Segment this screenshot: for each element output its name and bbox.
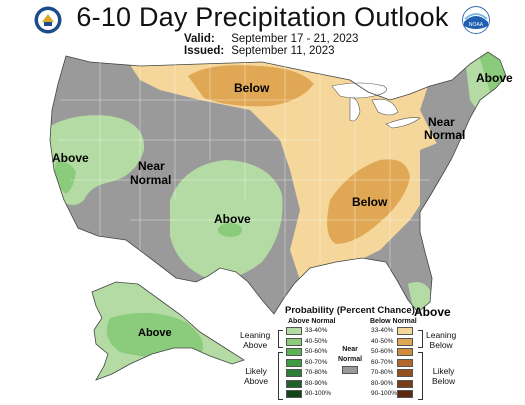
lake-erie <box>385 117 421 129</box>
label-near-normal-west-2: Normal <box>130 173 171 187</box>
noaa-logo-icon: NOAA <box>462 6 490 34</box>
legend-above-range: 60-70% <box>305 358 328 366</box>
legend-below-range: 50-60% <box>371 348 394 355</box>
label-near-normal-great-lakes-1: Near <box>428 115 455 129</box>
legend-likely-above-line1: Likely <box>245 366 267 376</box>
legend-title: Probability (Percent Chance) <box>285 305 415 316</box>
legend-below-swatch <box>397 390 413 398</box>
legend-leaning-above-line2: Above <box>243 340 268 350</box>
legend-below-swatch <box>397 379 413 388</box>
legend-bracket-leaning-below <box>418 330 423 348</box>
legend-above-header: Above Normal <box>288 318 336 325</box>
issued-label: Issued: <box>184 45 225 57</box>
legend-leaning-below: Leaning Below <box>426 330 456 350</box>
label-above-northeast: Above <box>476 71 513 85</box>
legend-below-swatch <box>397 369 413 377</box>
legend-above-swatch <box>286 358 302 367</box>
legend-below-swatch <box>397 358 413 367</box>
valid-dates: September 17 - 21, 2023 <box>231 33 359 45</box>
legend-above-range: 33-40% <box>305 327 328 334</box>
label-above-west: Above <box>52 151 89 165</box>
legend-below-range: 80-90% <box>371 379 394 387</box>
legend-leaning-below-line1: Leaning <box>426 330 457 340</box>
legend-above-range: 70-80% <box>305 369 328 376</box>
state-borders <box>58 60 430 300</box>
legend-below-range: 60-70% <box>371 358 394 366</box>
legend-near-normal-line1: Near <box>342 346 358 353</box>
legend-below-swatch <box>397 337 413 346</box>
legend-below-header: Below Normal <box>370 318 417 325</box>
legend-likely-above: Likely Above <box>244 366 268 386</box>
legend-above-swatch <box>286 348 302 356</box>
doc-seal-icon <box>34 6 62 34</box>
legend-above-swatch <box>286 369 302 377</box>
legend-likely-below-line2: Below <box>432 376 456 386</box>
legend-leaning-below-line2: Below <box>429 340 453 350</box>
label-above-southwest: Above <box>214 212 251 226</box>
legend-near-normal-line2: Normal <box>338 356 363 363</box>
legend-below-range: 70-80% <box>371 369 394 376</box>
legend-below-range: 33-40% <box>371 327 394 334</box>
legend-near-normal-swatch <box>342 366 358 374</box>
label-near-normal-great-lakes-2: Normal <box>424 128 465 142</box>
legend-below-range: 40-50% <box>371 337 394 345</box>
issued-line: Issued: September 11, 2023 <box>184 45 335 57</box>
below-normal-40-ohio <box>327 159 410 244</box>
legend-above-range: 50-60% <box>305 348 328 355</box>
legend-below-swatch <box>397 327 413 335</box>
lake-huron <box>371 98 399 116</box>
legend-likely-below: Likely Below <box>432 366 455 386</box>
legend-bracket-leaning-above <box>278 330 283 348</box>
issued-date: September 11, 2023 <box>231 45 335 57</box>
alaska-outline <box>91 281 245 381</box>
valid-label: Valid: <box>184 33 215 45</box>
legend-bracket-likely-below <box>418 352 423 400</box>
legend-likely-below-line1: Likely <box>432 366 455 376</box>
legend-leaning-above-line1: Leaning <box>240 330 271 340</box>
legend-bracket-likely-above <box>278 352 283 400</box>
legend-near-normal: Near Normal <box>338 345 362 365</box>
legend-likely-above-line2: Above <box>244 376 269 386</box>
valid-line: Valid: September 17 - 21, 2023 <box>184 33 358 45</box>
below-normal-40-north <box>188 65 314 107</box>
legend-above-range: 90-100% <box>305 390 332 397</box>
legend-below-range: 90-100% <box>371 390 398 397</box>
label-near-normal-west-1: Near <box>138 159 165 173</box>
legend-above-swatch <box>286 379 302 388</box>
legend-leaning-above: Leaning Above <box>240 330 270 350</box>
above-normal-40-southwest <box>218 223 242 237</box>
conus-outline <box>49 51 507 315</box>
legend-above-swatch <box>286 337 302 346</box>
map-title: 6-10 Day Precipitation Outlook <box>76 2 449 32</box>
label-below-ohio-valley: Below <box>352 195 388 209</box>
label-above-alaska: Above <box>138 327 172 339</box>
noaa-logo-text: NOAA <box>469 22 484 28</box>
alaska-above-40 <box>106 312 203 359</box>
legend-below-swatch <box>397 348 413 356</box>
legend-above-range: 40-50% <box>305 337 328 345</box>
legend-above-swatch <box>286 327 302 335</box>
above-normal-southwest <box>170 160 283 280</box>
legend-above-range: 80-90% <box>305 379 328 387</box>
legend-above-swatch <box>286 390 302 398</box>
label-below-north: Below <box>234 81 270 95</box>
label-above-florida: Above <box>414 305 451 319</box>
